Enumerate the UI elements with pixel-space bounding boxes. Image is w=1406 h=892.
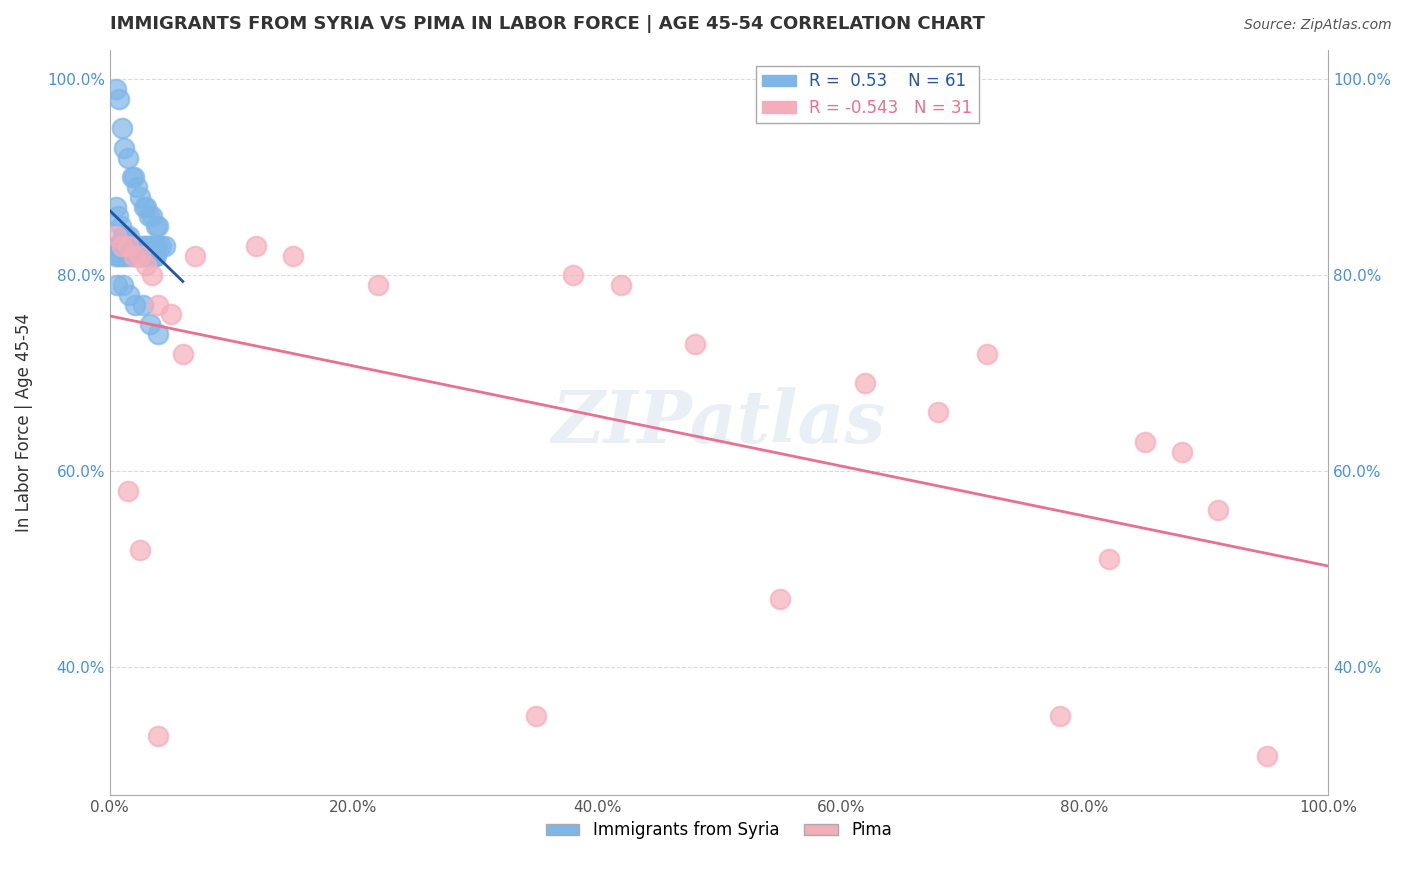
Point — [107, 210, 129, 224]
Text: Source: ZipAtlas.com: Source: ZipAtlas.com — [1244, 18, 1392, 32]
Point — [124, 239, 146, 253]
Point — [125, 249, 148, 263]
Point — [141, 268, 163, 283]
Point — [134, 239, 156, 253]
Point — [148, 219, 170, 234]
Point — [1256, 748, 1278, 763]
Point — [1171, 444, 1194, 458]
Point — [148, 298, 170, 312]
Point — [1208, 503, 1230, 517]
Point — [172, 346, 194, 360]
Point — [131, 239, 153, 253]
Point — [122, 249, 145, 263]
Point — [524, 709, 547, 723]
Point — [111, 239, 134, 253]
Point — [129, 249, 152, 263]
Point — [112, 249, 135, 263]
Point — [976, 346, 998, 360]
Point — [769, 591, 792, 606]
Y-axis label: In Labor Force | Age 45-54: In Labor Force | Age 45-54 — [15, 313, 32, 532]
Point — [131, 298, 153, 312]
Legend: Immigrants from Syria, Pima: Immigrants from Syria, Pima — [540, 814, 898, 846]
Point — [561, 268, 583, 283]
Point — [135, 259, 157, 273]
Point — [118, 288, 141, 302]
Point — [117, 483, 139, 498]
Point — [117, 151, 139, 165]
Point — [129, 542, 152, 557]
Point — [148, 327, 170, 342]
Point — [115, 239, 138, 253]
Point — [853, 376, 876, 390]
Point — [124, 298, 146, 312]
Point — [105, 239, 128, 253]
Point — [245, 239, 267, 253]
Point — [108, 239, 131, 253]
Point — [367, 278, 389, 293]
Point — [122, 249, 145, 263]
Point — [141, 210, 163, 224]
Point — [153, 239, 176, 253]
Point — [132, 200, 155, 214]
Point — [117, 239, 139, 253]
Point — [104, 82, 127, 96]
Point — [121, 170, 143, 185]
Point — [105, 278, 128, 293]
Point — [145, 219, 167, 234]
Point — [112, 141, 135, 155]
Point — [159, 308, 181, 322]
Point — [110, 249, 132, 263]
Point — [104, 200, 127, 214]
Point — [131, 249, 153, 263]
Point — [111, 121, 134, 136]
Text: IMMIGRANTS FROM SYRIA VS PIMA IN LABOR FORCE | AGE 45-54 CORRELATION CHART: IMMIGRANTS FROM SYRIA VS PIMA IN LABOR F… — [110, 15, 984, 33]
Point — [146, 239, 169, 253]
Point — [136, 249, 159, 263]
Point — [927, 405, 949, 419]
Point — [136, 239, 159, 253]
Point — [112, 229, 135, 244]
Point — [111, 239, 134, 253]
Point — [138, 210, 160, 224]
Point — [128, 239, 150, 253]
Point — [281, 249, 304, 263]
Point — [104, 229, 127, 244]
Point — [149, 239, 172, 253]
Point — [145, 249, 167, 263]
Point — [108, 92, 131, 106]
Point — [104, 249, 127, 263]
Point — [141, 249, 163, 263]
Point — [129, 190, 152, 204]
Point — [135, 200, 157, 214]
Point — [117, 249, 139, 263]
Point — [1135, 434, 1157, 449]
Point — [127, 249, 149, 263]
Point — [184, 249, 207, 263]
Point — [121, 249, 143, 263]
Point — [143, 249, 166, 263]
Point — [122, 239, 145, 253]
Point — [610, 278, 633, 293]
Point — [683, 336, 706, 351]
Point — [139, 239, 162, 253]
Point — [125, 180, 148, 194]
Point — [122, 170, 145, 185]
Text: ZIPatlas: ZIPatlas — [553, 387, 886, 458]
Point — [107, 249, 129, 263]
Point — [139, 318, 162, 332]
Point — [141, 249, 163, 263]
Point — [1098, 552, 1121, 566]
Point — [129, 249, 152, 263]
Point — [110, 219, 132, 234]
Point — [114, 229, 136, 244]
Point — [118, 229, 141, 244]
Point — [1049, 709, 1071, 723]
Point — [120, 239, 142, 253]
Point — [142, 239, 165, 253]
Point — [132, 249, 155, 263]
Point — [148, 729, 170, 743]
Point — [112, 278, 135, 293]
